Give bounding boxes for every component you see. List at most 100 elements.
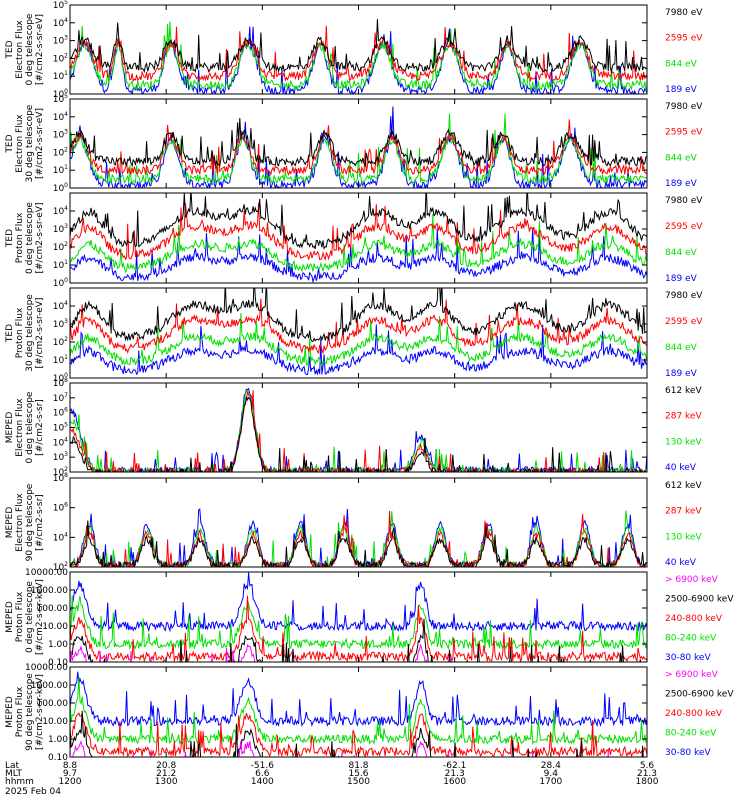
- x-tick-label: 1500: [347, 777, 370, 787]
- x-tick-label: -62.1: [443, 761, 466, 771]
- y-axis-label: Proton Flux: [15, 686, 25, 737]
- x-tick-label: 8.8: [63, 761, 78, 771]
- legend-entry: 80-240 keV: [665, 729, 717, 739]
- series-line-189-ev: [70, 227, 647, 283]
- y-axis-label: [#/cm2-s-sr-eV]: [35, 14, 45, 85]
- legend-entry: 2595 eV: [665, 317, 703, 327]
- y-axis-label: Electron Flux: [15, 114, 25, 173]
- y-axis-label: 0 deg telescope: [25, 13, 35, 85]
- legend-entry: > 6900 keV: [665, 575, 719, 585]
- x-tick-label: 1800: [636, 777, 659, 787]
- legend-entry: 2500-6900 keV: [665, 690, 734, 700]
- y-axis-label: Electron Flux: [15, 493, 25, 552]
- legend-entry: 2595 eV: [665, 222, 703, 232]
- x-tick-label: 1300: [155, 777, 178, 787]
- legend-entry: 189 eV: [665, 274, 698, 284]
- x-tick-label: 28.4: [541, 761, 561, 771]
- y-axis-label: Electron Flux: [15, 398, 25, 457]
- legend-entry: 189 eV: [665, 179, 698, 189]
- series-line-844-ev: [70, 214, 647, 274]
- series-line-7980-ev: [70, 288, 647, 342]
- panel-8: 0.10 1.00 10.00 100.00 1000.00 10000.00 MEPED P…: [5, 663, 734, 763]
- y-axis-label: 0 deg telescope: [25, 581, 35, 653]
- legend-entry: 7980 eV: [665, 196, 703, 206]
- x-tick-label: 1600: [443, 777, 466, 787]
- y-axis-label: [#/cm2-s-sr-keV]: [35, 579, 45, 655]
- series-line-7980-ev: [70, 193, 647, 250]
- legend-entry: 2595 eV: [665, 34, 703, 44]
- legend-entry: 844 eV: [665, 59, 698, 69]
- x-tick-label: 9.7: [63, 769, 77, 779]
- legend-entry: 189 eV: [665, 369, 698, 379]
- legend-entry: 30-80 keV: [665, 748, 711, 758]
- y-axis-label: 30 deg telescope: [25, 104, 35, 182]
- legend-entry: 844 eV: [665, 153, 698, 163]
- legend-entry: 7980 eV: [665, 291, 703, 301]
- series-line-189-ev: [70, 324, 647, 376]
- panel-1-data: [70, 19, 647, 94]
- legend-entry: 2500-6900 keV: [665, 595, 734, 605]
- y-axis-label: [#/cm2-s-sr-eV]: [35, 298, 45, 369]
- y-axis-label: [#/cm2-s-sr-eV]: [35, 203, 45, 274]
- series-line-2595-ev: [70, 119, 647, 177]
- series-line-30-80-kev: [70, 671, 647, 728]
- legend-entry: 612 keV: [665, 481, 702, 491]
- panel-3-data: [70, 193, 647, 283]
- series-line-240-800-kev: [70, 712, 647, 757]
- y-tick-label: 106: [53, 502, 68, 514]
- legend-entry: 80-240 keV: [665, 634, 717, 644]
- series-line-30-80-kev: [70, 572, 647, 633]
- legend-entry: 130 keV: [665, 532, 702, 542]
- x-tick-label: -51.6: [251, 761, 275, 771]
- legend-entry: > 6900 keV: [665, 670, 719, 680]
- x-row-label: hhmm: [5, 777, 34, 787]
- y-axis-label: MEPED: [5, 696, 15, 728]
- legend-entry: 844 eV: [665, 248, 698, 258]
- y-tick-label: 105: [53, 0, 68, 11]
- panel-4-data: [70, 288, 647, 376]
- legend-entry: 844 eV: [665, 343, 698, 353]
- legend-entry: 612 keV: [665, 386, 702, 396]
- series-line-844-ev: [70, 113, 647, 186]
- legend-entry: 40 keV: [665, 558, 697, 568]
- x-tick-label: 1400: [251, 777, 274, 787]
- x-tick-label: 9.4: [544, 769, 559, 779]
- y-axis-label: 0 deg telescope: [25, 391, 35, 463]
- y-tick-label: 10000.00: [25, 568, 68, 578]
- legend-entry: 2595 eV: [665, 128, 703, 138]
- legend-entry: 189 eV: [665, 85, 698, 95]
- legend-entry: 7980 eV: [665, 102, 703, 112]
- x-tick-label: 21.3: [445, 769, 465, 779]
- y-tick-label: 10.00: [42, 717, 68, 727]
- y-axis-label: 0 deg telescope: [25, 202, 35, 274]
- legend-entry: 40 keV: [665, 463, 697, 473]
- y-tick-label: 0.10: [48, 753, 68, 763]
- y-axis-label: Electron Flux: [15, 20, 25, 79]
- y-axis-label: Proton Flux: [15, 591, 25, 642]
- y-axis-label: [#/cm2-s-sr]: [35, 494, 45, 551]
- x-tick-label: 20.8: [156, 761, 176, 771]
- y-tick-label: 100.00: [37, 604, 69, 614]
- y-tick-label: 10.00: [42, 622, 68, 632]
- y-axis-label: 30 deg telescope: [25, 294, 35, 372]
- x-tick-label: 21.2: [156, 769, 176, 779]
- y-axis-label: TED: [5, 229, 15, 248]
- date-label: 2025 Feb 04: [5, 787, 61, 797]
- y-axis-label: MEPED: [5, 507, 15, 539]
- y-tick-label: 100.00: [37, 699, 69, 709]
- series-line-2595-ev: [70, 202, 647, 262]
- legend-entry: 240-800 keV: [665, 614, 723, 624]
- y-axis-label: 90 deg telescope: [25, 483, 35, 561]
- x-tick-label: 1200: [59, 777, 82, 787]
- y-axis-label: MEPED: [5, 601, 15, 633]
- x-tick-label: 81.8: [348, 761, 368, 771]
- y-axis-label: TED: [5, 324, 15, 343]
- series-line-7980-ev: [70, 117, 647, 168]
- y-axis-label: [#/cm2-s-sr-eV]: [35, 108, 45, 179]
- panel-2-data: [70, 106, 647, 188]
- x-tick-label: 5.6: [640, 761, 655, 771]
